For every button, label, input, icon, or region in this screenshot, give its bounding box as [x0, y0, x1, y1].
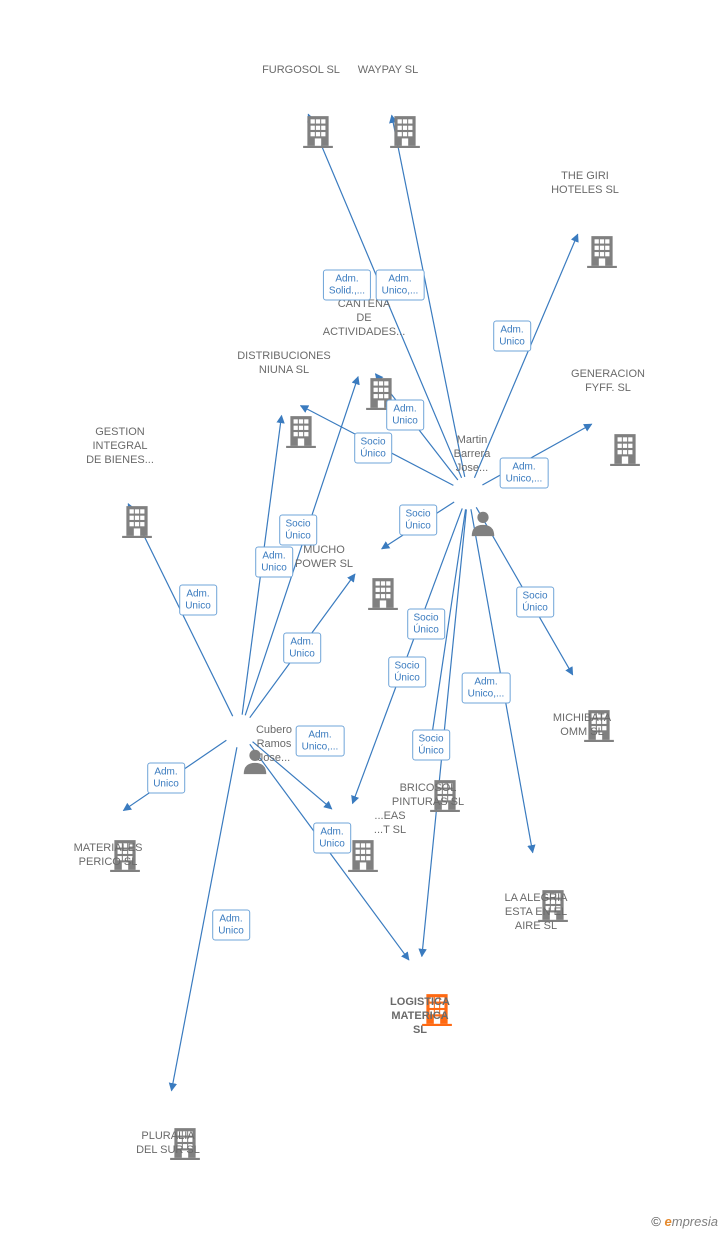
network-edges [0, 0, 728, 1235]
edge [353, 508, 463, 803]
brand-rest: mpresia [672, 1214, 718, 1229]
edge [392, 115, 465, 476]
edge [471, 509, 533, 852]
edge [171, 747, 236, 1090]
copyright-symbol: © [651, 1214, 661, 1229]
edge [474, 234, 577, 478]
edge [482, 424, 591, 485]
edge [308, 114, 461, 478]
edge [422, 509, 467, 956]
edge [242, 416, 281, 715]
edge [250, 574, 355, 718]
edge [250, 744, 409, 960]
edge [382, 502, 454, 549]
copyright: © empresia [651, 1214, 718, 1229]
brand-e: e [665, 1214, 672, 1229]
edge [431, 509, 466, 742]
edge [123, 740, 226, 810]
